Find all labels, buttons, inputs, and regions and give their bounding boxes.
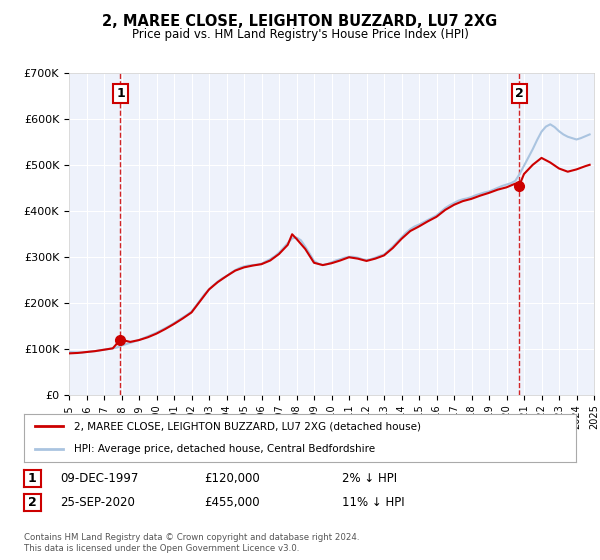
Text: £455,000: £455,000	[204, 496, 260, 509]
Text: 2, MAREE CLOSE, LEIGHTON BUZZARD, LU7 2XG: 2, MAREE CLOSE, LEIGHTON BUZZARD, LU7 2X…	[103, 14, 497, 29]
Text: 2% ↓ HPI: 2% ↓ HPI	[342, 472, 397, 486]
Text: 1: 1	[116, 87, 125, 100]
Text: HPI: Average price, detached house, Central Bedfordshire: HPI: Average price, detached house, Cent…	[74, 444, 375, 454]
Text: 2: 2	[515, 87, 524, 100]
Text: 2, MAREE CLOSE, LEIGHTON BUZZARD, LU7 2XG (detached house): 2, MAREE CLOSE, LEIGHTON BUZZARD, LU7 2X…	[74, 421, 421, 431]
Text: 25-SEP-2020: 25-SEP-2020	[60, 496, 135, 509]
Text: Contains HM Land Registry data © Crown copyright and database right 2024.
This d: Contains HM Land Registry data © Crown c…	[24, 534, 359, 553]
Text: £120,000: £120,000	[204, 472, 260, 486]
Text: Price paid vs. HM Land Registry's House Price Index (HPI): Price paid vs. HM Land Registry's House …	[131, 28, 469, 41]
Text: 2: 2	[28, 496, 37, 509]
Text: 11% ↓ HPI: 11% ↓ HPI	[342, 496, 404, 509]
Text: 09-DEC-1997: 09-DEC-1997	[60, 472, 139, 486]
Text: 1: 1	[28, 472, 37, 486]
